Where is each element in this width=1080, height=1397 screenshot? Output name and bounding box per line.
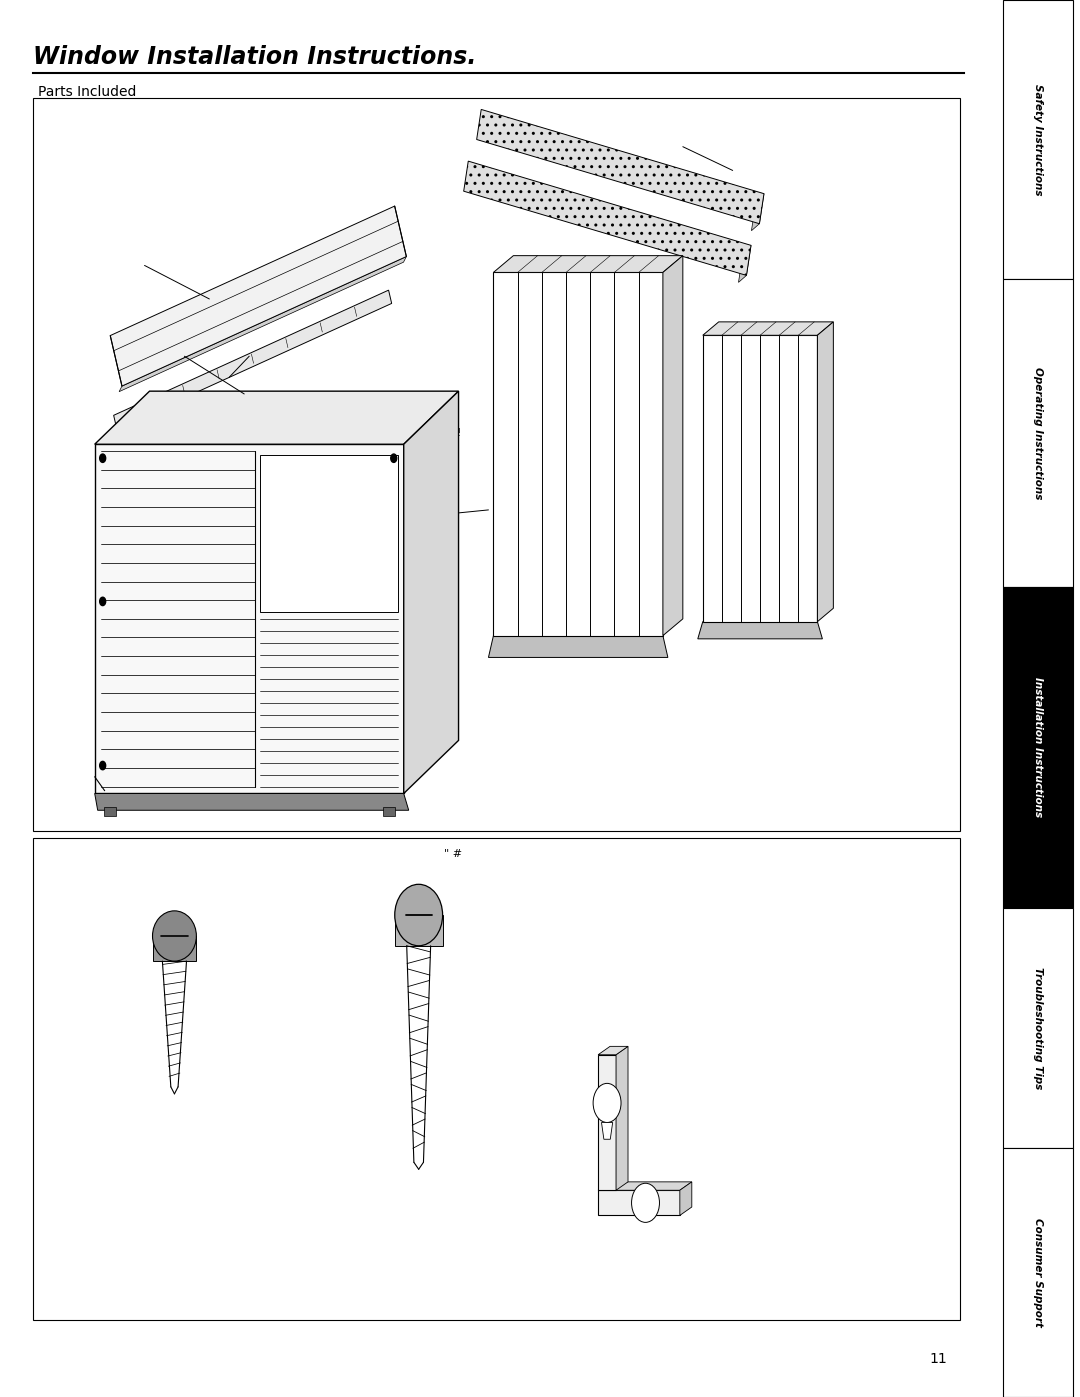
Polygon shape [463, 161, 751, 275]
Bar [1003, 279, 1074, 587]
Polygon shape [488, 636, 667, 658]
Polygon shape [476, 109, 764, 224]
Text: 11: 11 [929, 1352, 947, 1366]
Text: Installation Instructions: Installation Instructions [1034, 678, 1043, 817]
Bar [152, 936, 197, 961]
Polygon shape [119, 257, 406, 391]
Circle shape [99, 761, 106, 770]
Ellipse shape [152, 911, 197, 961]
Bar [1003, 0, 1074, 279]
Polygon shape [598, 1046, 627, 1055]
Circle shape [99, 454, 106, 462]
Polygon shape [752, 194, 764, 231]
Polygon shape [598, 1182, 692, 1190]
Polygon shape [679, 1182, 692, 1215]
Polygon shape [95, 793, 408, 810]
Text: " #: " # [445, 848, 462, 859]
Bar [32, 98, 960, 831]
Polygon shape [602, 1123, 612, 1140]
Bar [494, 272, 663, 636]
Ellipse shape [395, 884, 443, 946]
Polygon shape [404, 391, 459, 793]
Text: Troubleshooting Tips: Troubleshooting Tips [1034, 967, 1043, 1090]
Circle shape [391, 454, 396, 462]
Polygon shape [598, 1055, 616, 1190]
Circle shape [593, 1084, 621, 1123]
Polygon shape [616, 1046, 627, 1190]
Text: !: ! [457, 427, 461, 439]
Polygon shape [95, 391, 459, 444]
Polygon shape [703, 321, 834, 335]
Bar [104, 807, 116, 816]
Polygon shape [739, 246, 751, 282]
Text: Consumer Support: Consumer Support [1034, 1218, 1043, 1327]
Circle shape [99, 598, 106, 606]
Polygon shape [494, 256, 683, 272]
Bar [1003, 908, 1074, 1148]
Polygon shape [818, 321, 834, 622]
Bar [1003, 587, 1074, 908]
Polygon shape [598, 1190, 679, 1215]
Polygon shape [113, 291, 392, 429]
Bar [32, 838, 960, 1320]
Bar [395, 915, 443, 946]
Bar [382, 807, 395, 816]
Text: Safety Instructions: Safety Instructions [1034, 84, 1043, 196]
Text: Operating Instructions: Operating Instructions [1034, 367, 1043, 499]
Polygon shape [110, 207, 406, 386]
Text: Parts Included: Parts Included [38, 85, 136, 99]
Bar [95, 444, 404, 793]
Bar [1003, 1148, 1074, 1397]
Circle shape [632, 1183, 660, 1222]
Text: Window Installation Instructions.: Window Installation Instructions. [32, 45, 476, 68]
Bar [703, 335, 818, 622]
Bar [260, 455, 397, 612]
Polygon shape [663, 256, 683, 636]
Polygon shape [698, 622, 822, 638]
